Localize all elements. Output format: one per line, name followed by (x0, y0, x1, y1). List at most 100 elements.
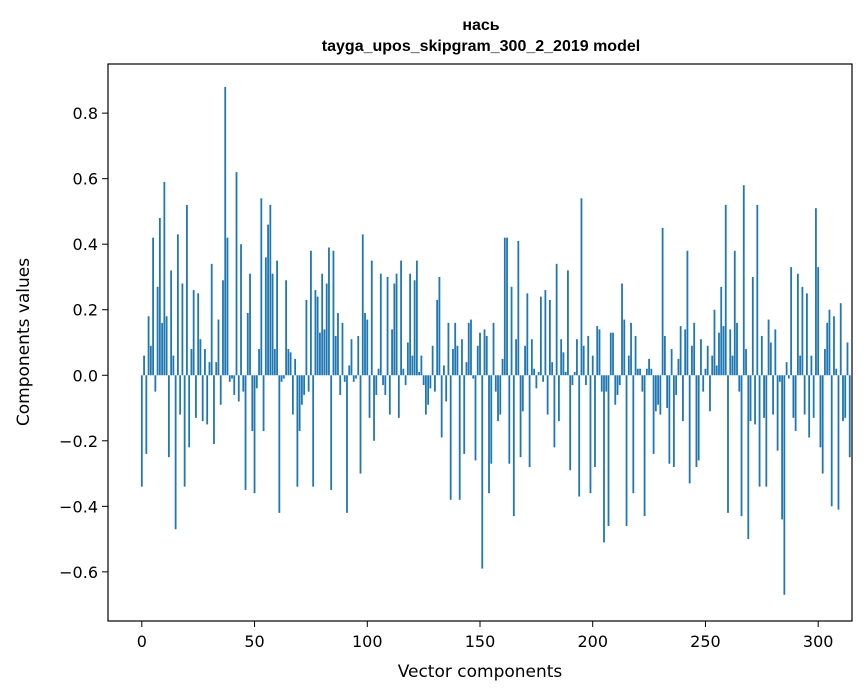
bar-170 (524, 345, 526, 376)
bar-4 (149, 345, 152, 376)
bar-35 (219, 375, 222, 405)
bar-132 (438, 276, 441, 376)
bar-115 (400, 260, 402, 376)
bar-203 (598, 329, 601, 376)
bar-249 (702, 375, 705, 392)
bar-150 (479, 332, 481, 376)
bar-89 (341, 322, 344, 376)
bar-242 (686, 250, 689, 376)
bar-273 (756, 204, 759, 376)
bar-211 (616, 375, 619, 395)
bar-287 (787, 375, 790, 379)
bar-103 (373, 375, 375, 441)
bar-38 (226, 237, 229, 376)
bar-281 (774, 329, 777, 376)
bar-182 (551, 362, 554, 376)
bar-204 (600, 375, 603, 392)
bar-310 (839, 303, 842, 376)
bar-305 (828, 309, 831, 376)
bar-205 (603, 375, 605, 543)
bar-282 (776, 375, 779, 451)
bar-70 (298, 375, 301, 431)
bar-260 (727, 375, 729, 513)
bar-80 (321, 273, 324, 376)
bar-244 (691, 345, 693, 376)
bar-42 (235, 172, 238, 376)
bar-124 (420, 355, 423, 376)
bar-313 (846, 342, 849, 376)
bar-212 (618, 375, 621, 386)
bar-144 (465, 362, 468, 376)
bar-276 (763, 375, 765, 418)
bar-201 (594, 375, 596, 467)
bar-148 (474, 375, 477, 461)
bar-301 (819, 375, 822, 448)
bar-227 (652, 375, 655, 454)
bar-247 (697, 375, 700, 461)
bar-252 (709, 375, 711, 412)
bar-24 (195, 375, 197, 418)
bar-228 (654, 375, 657, 412)
bar-62 (280, 375, 283, 382)
bar-229 (657, 375, 660, 405)
bar-118 (406, 342, 409, 376)
bar-82 (325, 283, 328, 376)
bar-106 (379, 273, 382, 376)
bar-83 (328, 247, 330, 376)
bar-190 (569, 375, 572, 471)
bar-261 (729, 329, 732, 376)
bar-63 (282, 375, 285, 379)
bar-126 (424, 375, 427, 415)
bar-168 (519, 375, 522, 458)
bar-285 (783, 375, 786, 595)
bar-9 (161, 322, 164, 376)
bar-246 (695, 375, 698, 467)
bar-21 (188, 375, 191, 448)
bar-165 (512, 375, 515, 517)
bar-188 (564, 371, 567, 376)
bar-272 (754, 375, 756, 425)
x-axis-ticks: 0 50 100 150 200 250 300 (137, 621, 833, 651)
bar-223 (643, 375, 646, 517)
bars-group (140, 86, 851, 595)
x-axis-label: Vector components (398, 662, 563, 682)
bar-267 (742, 185, 745, 376)
bar-95 (355, 375, 357, 379)
bar-196 (582, 345, 585, 376)
bar-156 (492, 322, 495, 376)
bar-292 (799, 355, 802, 376)
bar-245 (693, 322, 696, 376)
bar-169 (521, 375, 524, 412)
bar-25 (197, 293, 200, 376)
bar-114 (397, 375, 400, 418)
bar-183 (553, 375, 556, 448)
bar-99 (364, 313, 366, 376)
bar-6 (154, 375, 157, 392)
chart-subtitle: tayga_upos_skipgram_300_2_2019 model (322, 38, 640, 55)
bar-197 (585, 375, 587, 386)
bar-40 (231, 375, 233, 379)
bar-303 (824, 349, 826, 376)
bar-110 (388, 375, 391, 415)
bar-122 (415, 260, 418, 376)
bar-306 (830, 375, 833, 507)
bar-175 (535, 375, 538, 389)
bar-85 (332, 250, 335, 376)
bar-257 (720, 286, 723, 376)
bar-61 (278, 375, 281, 513)
bar-268 (745, 349, 747, 376)
bar-167 (517, 240, 520, 376)
bar-26 (199, 339, 202, 376)
y-axis-ticks: −0.6 −0.4 −0.2 0.0 0.2 0.4 0.6 0.8 (59, 104, 108, 582)
bar-194 (578, 375, 581, 497)
bar-45 (242, 375, 245, 392)
bar-232 (663, 335, 666, 376)
bar-105 (377, 368, 380, 376)
bar-269 (747, 375, 750, 540)
bar-2 (145, 375, 148, 454)
bar-262 (731, 355, 734, 376)
bar-88 (339, 375, 342, 395)
bar-138 (452, 349, 454, 376)
bar-270 (749, 375, 752, 422)
bar-233 (666, 375, 669, 409)
